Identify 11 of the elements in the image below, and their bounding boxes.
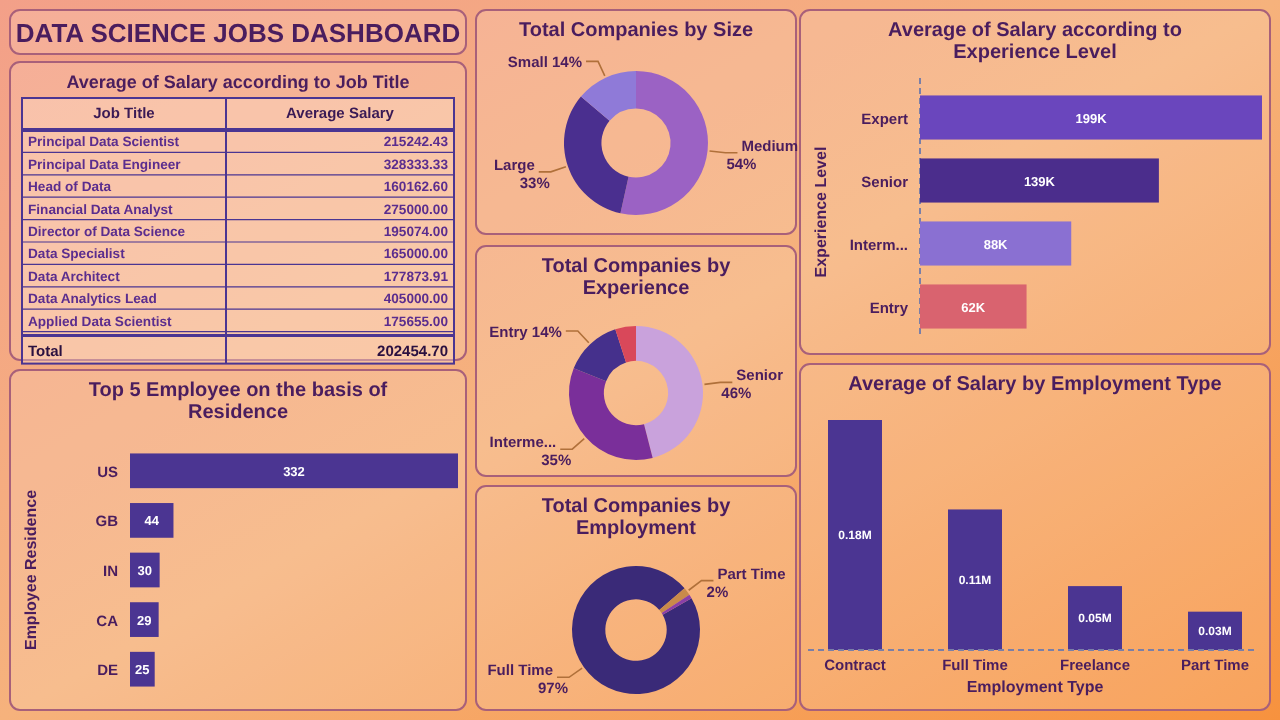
- chart-title: Top 5 Employee on the basis of Residence: [88, 380, 389, 424]
- y-axis-title: Employee Residence: [22, 488, 40, 651]
- chart-title: Total Companies by Size: [518, 20, 754, 42]
- chart-title: Average of Salary according to Experience Level: [888, 20, 1182, 64]
- chart-title: Average of Salary by Employment Type: [848, 374, 1223, 396]
- y-axis-title: Experience Level: [812, 146, 830, 278]
- text: Average of Salary according to Job Title: [66, 72, 410, 92]
- chart-title: Total Companies by Employment: [541, 496, 732, 540]
- text: DATA SCIENCE JOBS DASHBOARD: [15, 18, 461, 48]
- chart-title: Total Companies by Experience: [541, 256, 732, 300]
- x-axis-title: Employment Type: [966, 678, 1105, 696]
